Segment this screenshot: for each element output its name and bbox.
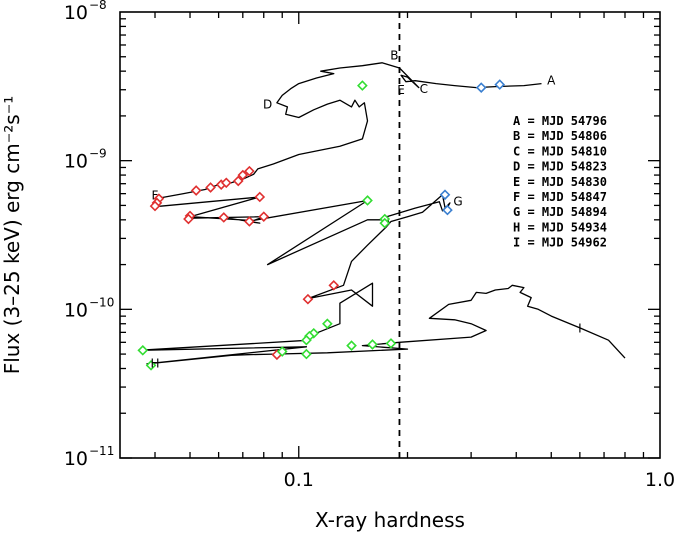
epoch-annotation: F: [152, 188, 159, 202]
data-point-marker: [475, 82, 487, 93]
data-point-marker: [232, 175, 244, 187]
data-point-marker: [494, 79, 506, 90]
data-point-marker: [362, 195, 373, 206]
x-tick-label: 1.0: [645, 469, 675, 491]
y-tick-exponent: −8: [89, 0, 107, 12]
y-tick-exponent: −9: [89, 147, 107, 161]
epoch-annotations: A B C D E F G H I: [150, 48, 581, 370]
y-tick-label: 10: [64, 299, 88, 321]
flux-hardness-track: [137, 62, 626, 365]
legend-entry: F = MJD 54847: [513, 190, 607, 204]
data-point-marker: [220, 177, 232, 189]
x-tick-label: 0.1: [284, 469, 314, 491]
y-tick-label: 10: [64, 151, 88, 173]
data-point-marker: [301, 348, 312, 360]
data-point-marker: [244, 165, 255, 177]
data-point-marker: [145, 360, 157, 371]
y-axis-label: Flux (3–25 keV) erg cm⁻²s⁻¹: [0, 96, 24, 375]
data-point-marker: [183, 213, 194, 225]
data-point-marker: [137, 344, 149, 356]
data-point-marker: [149, 200, 161, 212]
epoch-annotation: D: [263, 97, 272, 111]
legend-entry: A = MJD 54796: [513, 114, 607, 128]
data-point-marker: [322, 318, 333, 330]
epoch-annotation: B: [390, 48, 398, 62]
axis-ticks: [120, 12, 660, 459]
data-point-marker: [379, 217, 391, 229]
data-point-marker: [205, 182, 216, 193]
data-point-marker: [367, 339, 378, 350]
epoch-annotation: A: [547, 74, 556, 88]
legend-entry: C = MJD 54810: [513, 144, 607, 158]
data-point-marker: [442, 204, 453, 216]
epoch-annotation: I: [578, 321, 582, 335]
data-point-marker: [302, 293, 314, 305]
data-point-marker: [357, 80, 368, 91]
epoch-annotation: H: [150, 357, 159, 371]
data-point-marker: [276, 346, 288, 357]
legend-entry: G = MJD 54894: [513, 205, 607, 219]
y-tick-exponent: −11: [89, 444, 114, 458]
observation-markers: [137, 79, 506, 371]
epoch-annotation: E: [397, 83, 405, 97]
data-point-marker: [385, 338, 397, 349]
data-point-marker: [237, 169, 249, 181]
data-point-marker: [328, 280, 340, 291]
data-point-marker: [254, 191, 266, 203]
y-tick-exponent: −10: [89, 295, 114, 309]
x-axis-label: X-ray hardness: [315, 508, 465, 532]
plot-frame: [119, 11, 661, 459]
plot-border: [119, 11, 661, 459]
data-point-marker: [258, 211, 270, 223]
data-point-marker: [218, 212, 230, 223]
data-point-marker: [301, 334, 312, 346]
data-point-marker: [244, 216, 255, 227]
legend-entry: D = MJD 54823: [513, 160, 607, 174]
data-point-marker: [346, 340, 357, 351]
legend-entry: E = MJD 54830: [513, 175, 607, 189]
data-point-marker: [190, 185, 202, 196]
legend-entry: I = MJD 54962: [513, 236, 607, 250]
epoch-annotation: G: [453, 194, 462, 208]
legend-entry: B = MJD 54806: [513, 129, 607, 143]
y-tick-label: 10: [64, 2, 88, 24]
data-point-marker: [439, 189, 451, 201]
y-tick-label: 10: [64, 448, 88, 470]
epoch-annotation: C: [420, 82, 428, 96]
legend-entry: H = MJD 54934: [513, 220, 607, 234]
